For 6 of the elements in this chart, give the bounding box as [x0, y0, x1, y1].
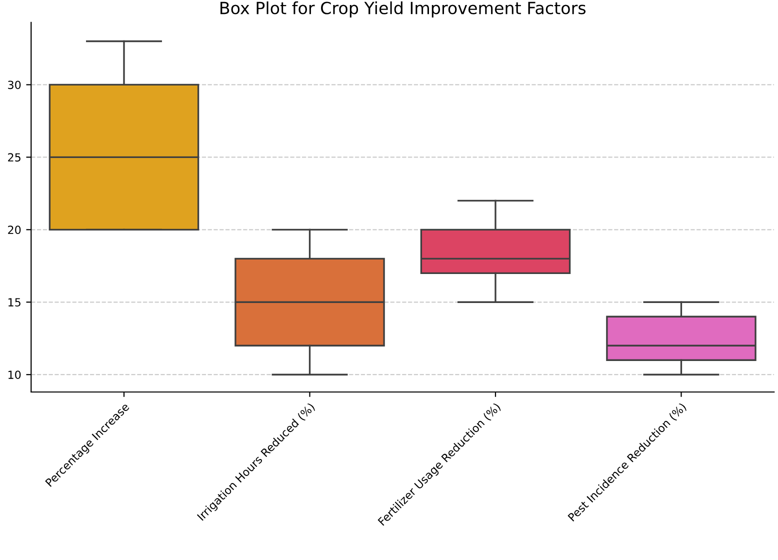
chart-title: Box Plot for Crop Yield Improvement Factors — [220, 1, 586, 18]
y-tick-label: 20 — [8, 226, 21, 234]
y-tick-label: 25 — [8, 153, 20, 162]
y-tick-label: 30 — [8, 80, 21, 90]
y-tick-label: 15 — [8, 298, 20, 307]
y-tick-label: 10 — [8, 370, 21, 379]
